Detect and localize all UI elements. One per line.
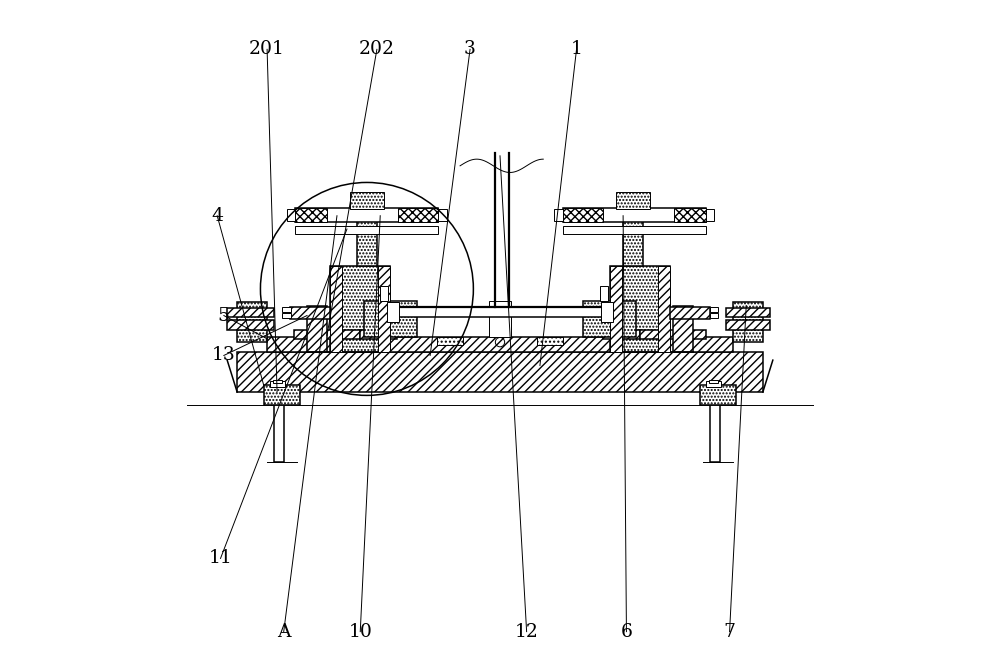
Bar — [380, 287, 388, 301]
Bar — [398, 208, 438, 222]
Text: 10: 10 — [348, 623, 372, 641]
Bar — [330, 266, 342, 352]
Bar — [710, 307, 718, 312]
Bar — [489, 301, 511, 338]
Bar — [670, 307, 710, 319]
Text: 7: 7 — [724, 623, 736, 641]
Bar — [282, 313, 291, 318]
Bar — [710, 405, 720, 462]
Bar — [227, 320, 274, 329]
Bar — [706, 381, 721, 386]
Bar — [563, 208, 603, 222]
Bar — [307, 305, 327, 352]
Bar — [350, 193, 384, 209]
Bar — [710, 313, 718, 318]
Bar — [294, 330, 360, 340]
Bar — [600, 287, 608, 301]
Bar — [295, 208, 327, 222]
Bar — [438, 209, 447, 221]
Bar — [709, 380, 718, 382]
Bar — [700, 385, 736, 405]
Text: 11: 11 — [209, 550, 232, 568]
Text: 201: 201 — [249, 40, 285, 58]
Text: 1: 1 — [571, 40, 582, 58]
Bar — [390, 307, 610, 317]
Bar — [726, 320, 770, 329]
Bar — [640, 330, 706, 340]
Text: 202: 202 — [359, 40, 395, 58]
Bar — [290, 307, 330, 319]
Bar — [357, 209, 377, 266]
Bar — [295, 208, 438, 222]
Bar — [274, 405, 284, 462]
Text: 3: 3 — [464, 40, 476, 58]
Bar — [270, 381, 285, 386]
Bar — [610, 266, 622, 352]
Bar — [437, 338, 463, 346]
Bar — [237, 302, 267, 342]
Bar — [733, 302, 763, 342]
Bar — [378, 266, 390, 352]
Bar — [287, 209, 295, 221]
Bar — [673, 305, 693, 352]
Bar — [264, 385, 300, 405]
Text: 12: 12 — [515, 623, 539, 641]
Text: 6: 6 — [620, 623, 632, 641]
Bar — [658, 266, 670, 352]
Text: A: A — [277, 623, 290, 641]
Bar — [623, 209, 643, 266]
Text: 5: 5 — [218, 307, 230, 325]
Bar — [603, 330, 640, 340]
Bar — [295, 226, 438, 234]
Bar — [616, 193, 650, 209]
Bar — [364, 301, 417, 338]
Bar — [267, 338, 733, 352]
Bar — [227, 307, 274, 317]
Text: 13: 13 — [212, 346, 236, 364]
Bar — [674, 208, 706, 222]
Bar — [360, 330, 397, 340]
Bar — [583, 301, 636, 338]
Bar — [610, 266, 670, 352]
Bar — [273, 380, 282, 382]
Bar — [726, 307, 770, 317]
Bar — [706, 209, 714, 221]
Bar — [237, 352, 763, 392]
Bar — [282, 307, 291, 312]
Text: 4: 4 — [211, 207, 223, 225]
Bar — [563, 226, 706, 234]
Bar — [601, 301, 613, 322]
Bar — [387, 301, 399, 322]
Bar — [554, 209, 563, 221]
Bar — [537, 338, 563, 346]
Bar — [563, 208, 706, 222]
Bar — [330, 266, 390, 352]
